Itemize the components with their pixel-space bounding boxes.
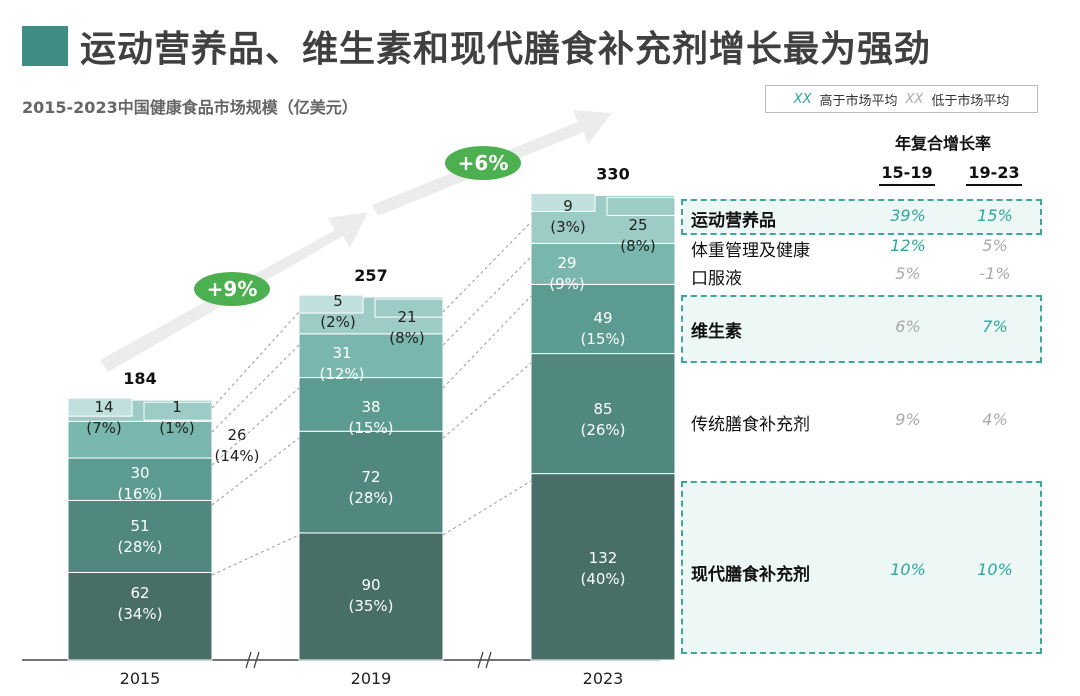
label-2023-5: 25 (8%) bbox=[620, 216, 656, 255]
cagr-value-15-19: 6% bbox=[895, 317, 921, 336]
label-2015-6: 14 (7%) bbox=[86, 398, 122, 437]
cagr-row-name: 维生素 bbox=[691, 322, 742, 342]
axis-break-b-2 bbox=[485, 651, 492, 669]
bar-2015-seg-4 bbox=[67, 420, 213, 459]
bar-2015-tab-sports bbox=[67, 397, 133, 417]
bar-2023-seg-2 bbox=[530, 353, 676, 475]
cagr-value-15-19: 5% bbox=[895, 264, 921, 283]
label-2019-1: 90 (35%) bbox=[348, 576, 393, 615]
connector-7 bbox=[442, 362, 532, 439]
bar-2019-tab-weight bbox=[374, 298, 444, 318]
label-2019-5: 21 (8%) bbox=[389, 308, 425, 347]
connector-1 bbox=[211, 534, 300, 576]
bar-2015-seg-3 bbox=[67, 457, 213, 501]
label-2019-2: 72 (28%) bbox=[348, 468, 393, 507]
bar-2023-seg-3 bbox=[530, 283, 676, 355]
label-2015-2: 51 (28%) bbox=[117, 517, 162, 556]
highlight-vitamin bbox=[681, 295, 1042, 363]
label-2015-1: 62 (34%) bbox=[117, 584, 162, 623]
label-2015-4: 26 (14%) bbox=[214, 426, 259, 465]
bar-2019-seg-2 bbox=[298, 430, 444, 534]
cagr-value-15-19: 10% bbox=[890, 560, 926, 579]
cagr-value-15-19: 9% bbox=[895, 410, 921, 429]
cagr-value-15-19: 12% bbox=[890, 236, 926, 255]
legend: XX 高于市场平均 XX 低于市场平均 bbox=[765, 85, 1038, 113]
label-2015-3: 30 (16%) bbox=[117, 464, 162, 503]
bar-2019-seg-3 bbox=[298, 377, 444, 432]
cagr-row-name: 体重管理及健康 bbox=[691, 241, 810, 261]
connector-3 bbox=[211, 387, 300, 466]
cagr-row-name: 运动营养品 bbox=[691, 211, 776, 231]
bar-2019-seg-4 bbox=[298, 333, 444, 379]
cagr-row-name: 口服液 bbox=[691, 269, 742, 289]
connector-10 bbox=[442, 221, 532, 313]
bar-2023-seg-1 bbox=[530, 473, 676, 661]
cagr-badge-label-1: +9% bbox=[207, 277, 258, 301]
label-2023-3: 49 (15%) bbox=[580, 309, 625, 348]
highlight-modern bbox=[681, 481, 1042, 654]
total-2023: 330 bbox=[596, 164, 629, 183]
x-tick-2019: 2019 bbox=[351, 669, 392, 688]
total-2019: 257 bbox=[354, 266, 387, 285]
cagr-value-19-23: -1% bbox=[979, 264, 1011, 283]
label-2023-4: 29 (9%) bbox=[549, 254, 585, 293]
cagr-badge-1 bbox=[194, 272, 270, 306]
cagr-value-19-23: 4% bbox=[982, 410, 1008, 429]
total-2015: 184 bbox=[123, 369, 156, 388]
highlight-sports bbox=[681, 199, 1042, 235]
cagr-value-19-23: 15% bbox=[977, 206, 1013, 225]
connector-4 bbox=[211, 344, 300, 433]
cagr-badge-label-2: +6% bbox=[458, 151, 509, 175]
bar-2023-tab-sports bbox=[530, 192, 596, 212]
label-2019-6: 5 (2%) bbox=[320, 292, 356, 331]
legend-low-text: 低于市场平均 bbox=[931, 93, 1010, 109]
bar-2019-seg-1 bbox=[298, 532, 444, 661]
label-2015-5: 1 (1%) bbox=[159, 398, 195, 437]
bar-2015-seg-1 bbox=[67, 571, 213, 661]
bar-2023-tab-weight bbox=[606, 196, 676, 216]
legend-low-mark: XX bbox=[905, 91, 924, 107]
legend-high-mark: XX bbox=[793, 91, 812, 107]
label-2023-6: 9 (3%) bbox=[550, 197, 586, 236]
axis-break-b-1 bbox=[253, 651, 260, 669]
cagr-value-19-23: 5% bbox=[982, 236, 1008, 255]
cagr-value-15-19: 39% bbox=[890, 206, 926, 225]
cagr-badge-2 bbox=[445, 146, 521, 180]
label-2019-4: 31 (12%) bbox=[319, 344, 364, 383]
cagr-row-name: 现代膳食补充剂 bbox=[691, 565, 810, 585]
x-tick-2015: 2015 bbox=[120, 669, 161, 688]
bar-2019-tab-sports bbox=[298, 294, 364, 314]
connector-5 bbox=[211, 311, 300, 409]
connector-6 bbox=[442, 480, 532, 536]
cagr-value-19-23: 7% bbox=[982, 317, 1008, 336]
cagr-row-name: 传统膳食补充剂 bbox=[691, 415, 810, 435]
label-2019-3: 38 (15%) bbox=[348, 398, 393, 437]
axis-break-a-1 bbox=[245, 651, 252, 669]
connector-9 bbox=[442, 256, 532, 346]
cagr-value-19-23: 10% bbox=[977, 560, 1013, 579]
page-title: 运动营养品、维生素和现代膳食补充剂增长最为强劲 bbox=[80, 29, 932, 70]
label-2023-1: 132 (40%) bbox=[580, 549, 625, 588]
cagr-col-19-23: 19-23 bbox=[966, 163, 1022, 186]
legend-high-text: 高于市场平均 bbox=[819, 93, 898, 109]
bar-2015-seg-2 bbox=[67, 499, 213, 573]
bar-2015-tab-weight bbox=[143, 401, 213, 421]
axis-break-a-2 bbox=[477, 651, 484, 669]
cagr-header: 年复合增长率 bbox=[895, 134, 992, 153]
chart-subtitle: 2015-2023中国健康食品市场规模（亿美元） bbox=[22, 98, 358, 117]
x-tick-2023: 2023 bbox=[583, 669, 624, 688]
cagr-col-15-19: 15-19 bbox=[879, 163, 935, 186]
connector-2 bbox=[211, 437, 300, 506]
label-2023-2: 85 (26%) bbox=[580, 400, 625, 439]
title-accent-block bbox=[22, 26, 68, 66]
